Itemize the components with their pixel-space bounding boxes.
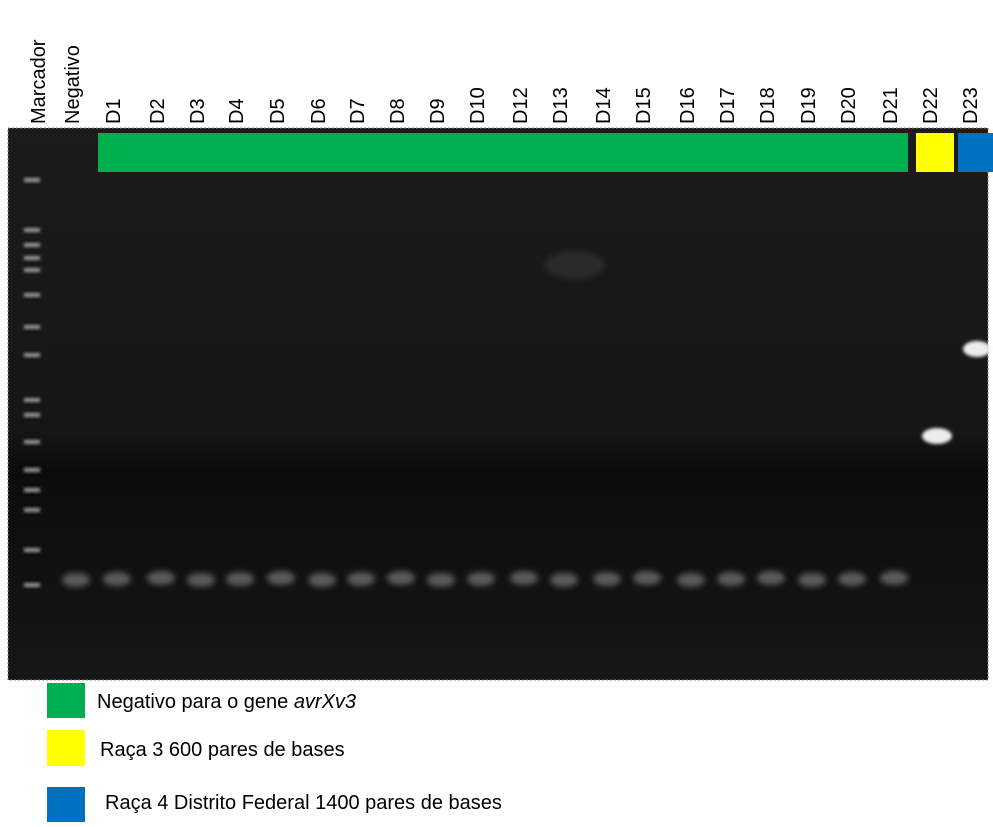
band: [267, 571, 295, 585]
lane-label: D6: [308, 98, 330, 124]
ladder-band: [24, 413, 40, 417]
lane-label: D10: [467, 87, 489, 124]
ladder-band: [24, 353, 40, 357]
ladder-band: [24, 488, 40, 492]
lane-label: D9: [427, 98, 449, 124]
band: [147, 571, 175, 585]
lane-label: D4: [226, 98, 248, 124]
band: [187, 573, 215, 587]
lane-label: D23: [960, 87, 982, 124]
lane-label: D3: [187, 98, 209, 124]
lane-labels: Marcador Negativo D1 D2 D3 D4 D5 D6 D7 D8 D9 D10 D12…: [28, 39, 982, 124]
ladder-band: [24, 293, 40, 297]
legend: Negativo para o gene avrXv3 Raça 3 600 pa…: [47, 683, 502, 822]
band: [593, 572, 621, 586]
band: [226, 572, 254, 586]
band: [347, 572, 375, 586]
lane-label: D20: [838, 87, 860, 124]
band: [880, 571, 908, 585]
ladder-band: [24, 243, 40, 247]
lane-label: Marcador: [28, 39, 50, 124]
legend-swatch: [47, 730, 85, 766]
ladder-band: [24, 398, 40, 402]
lane-label: D2: [147, 98, 169, 124]
lane-label: D5: [267, 98, 289, 124]
legend-text: Raça 4 Distrito Federal 1400 pares de ba…: [105, 792, 502, 814]
gel: [8, 128, 988, 680]
ladder-band: [24, 256, 40, 260]
lane-label: Negativo: [62, 45, 84, 124]
legend-text: Negativo para o gene: [97, 691, 288, 713]
ladder-band: [24, 268, 40, 272]
band: [550, 573, 578, 587]
lane-label: D19: [798, 87, 820, 124]
ladder-band: [24, 468, 40, 472]
band: [677, 573, 705, 587]
band: [963, 341, 991, 357]
band: [62, 573, 90, 587]
lane-label: D18: [757, 87, 779, 124]
lane-label: D21: [880, 87, 902, 124]
smear: [545, 251, 605, 279]
lane-label: D1: [103, 98, 125, 124]
ladder-band: [24, 548, 40, 552]
legend-label: Raça 4 Distrito Federal 1400 pares de ba…: [105, 792, 502, 814]
band: [387, 571, 415, 585]
ladder-band: [24, 508, 40, 512]
lane-label: D22: [920, 87, 942, 124]
legend-text: Raça 3 600 pares de bases: [100, 739, 345, 761]
band: [922, 428, 952, 444]
ladder-band: [24, 228, 40, 232]
ladder-band: [24, 178, 40, 182]
lane-label: D8: [387, 98, 409, 124]
lane-bar: [958, 133, 993, 172]
legend-swatch: [47, 787, 85, 822]
band: [757, 571, 785, 585]
band: [838, 572, 866, 586]
gel-figure: Marcador Negativo D1 D2 D3 D4 D5 D6 D7 D8 D9 D10 D12…: [0, 0, 993, 822]
band: [717, 572, 745, 586]
lane-label: D12: [510, 87, 532, 124]
legend-swatch: [47, 683, 85, 718]
lane-label: D7: [347, 98, 369, 124]
band: [510, 571, 538, 585]
ladder-band: [24, 583, 40, 587]
band: [467, 572, 495, 586]
ladder-band: [24, 440, 40, 444]
lane-bar: [98, 133, 908, 172]
lane-label: D16: [677, 87, 699, 124]
lane-label: D13: [550, 87, 572, 124]
lane-bar: [916, 133, 954, 172]
band: [427, 573, 455, 587]
band: [308, 573, 336, 587]
band: [103, 572, 131, 586]
legend-label: Raça 3 600 pares de bases: [100, 739, 345, 761]
band: [798, 573, 826, 587]
legend-label: Negativo para o gene avrXv3: [97, 691, 356, 713]
lane-label: D15: [633, 87, 655, 124]
lane-label: D14: [593, 87, 615, 124]
lane-label: D17: [717, 87, 739, 124]
ladder-band: [24, 325, 40, 329]
legend-gene: avrXv3: [294, 691, 356, 713]
band: [633, 571, 661, 585]
